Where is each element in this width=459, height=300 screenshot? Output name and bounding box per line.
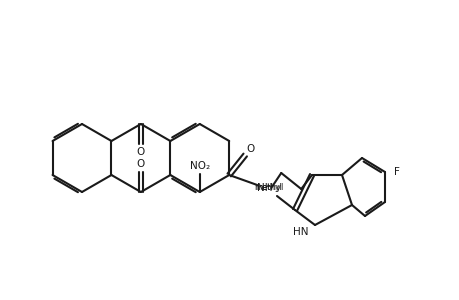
- Text: methyl: methyl: [254, 184, 283, 193]
- Text: O: O: [136, 147, 145, 157]
- Text: F: F: [393, 167, 399, 177]
- Text: NH: NH: [257, 183, 272, 193]
- Text: methyl: methyl: [255, 184, 282, 193]
- Text: O: O: [136, 159, 145, 169]
- Text: O: O: [246, 144, 254, 154]
- Text: NO₂: NO₂: [189, 161, 209, 171]
- Text: HN: HN: [293, 227, 308, 237]
